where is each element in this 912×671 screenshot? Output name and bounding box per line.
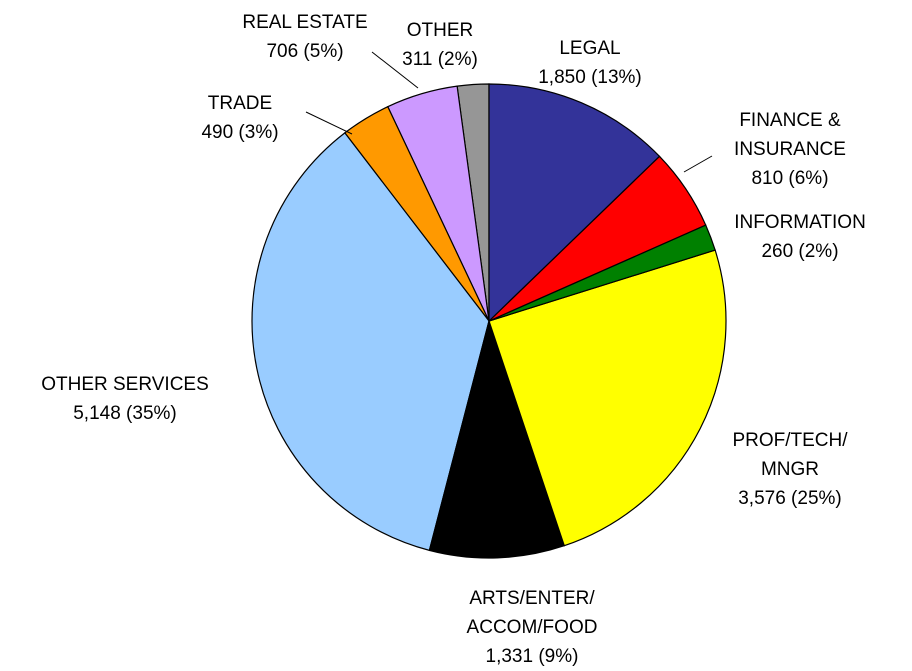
category-label: ARTS/ENTER/ ACCOM/FOOD	[466, 588, 598, 638]
category-label: LEGAL	[559, 38, 621, 59]
value-label: 260 (2%)	[761, 241, 839, 262]
category-label: PROF/TECH/ MNGR	[732, 430, 848, 480]
slice-label: REAL ESTATE 706 (5%)	[242, 8, 367, 66]
category-label: INFORMATION	[734, 212, 866, 233]
category-label: FINANCE & INSURANCE	[734, 110, 846, 160]
value-label: 1,331 (9%)	[485, 646, 579, 667]
leader-line	[371, 51, 419, 89]
slice-label: TRADE 490 (3%)	[201, 89, 278, 147]
value-label: 490 (3%)	[201, 122, 279, 143]
value-label: 5,148 (35%)	[73, 403, 177, 424]
pie-slice	[251, 132, 490, 552]
value-label: 311 (2%)	[402, 49, 478, 70]
category-label: TRADE	[207, 93, 273, 114]
slice-label: FINANCE & INSURANCE 810 (6%)	[734, 106, 846, 193]
category-label: REAL ESTATE	[242, 12, 368, 33]
slice-label: OTHER SERVICES 5,148 (35%)	[41, 370, 209, 428]
slice-label: OTHER 311 (2%)	[402, 16, 478, 74]
value-label: 706 (5%)	[266, 41, 344, 62]
category-label: OTHER	[406, 20, 474, 41]
pie-slice	[428, 318, 566, 559]
value-label: 1,850 (13%)	[538, 67, 642, 88]
leader-line	[305, 111, 353, 135]
slice-label: INFORMATION 260 (2%)	[734, 208, 866, 266]
pie-slice	[488, 83, 661, 323]
value-label: 3,576 (25%)	[738, 488, 842, 509]
slice-label: ARTS/ENTER/ ACCOM/FOOD 1,331 (9%)	[467, 584, 598, 671]
slice-label: LEGAL 1,850 (13%)	[538, 34, 642, 92]
leader-line	[683, 155, 713, 173]
category-label: OTHER SERVICES	[41, 374, 209, 395]
slice-label: PROF/TECH/ MNGR 3,576 (25%)	[732, 426, 847, 513]
value-label: 810 (6%)	[751, 168, 829, 189]
pie-slice	[488, 249, 727, 547]
